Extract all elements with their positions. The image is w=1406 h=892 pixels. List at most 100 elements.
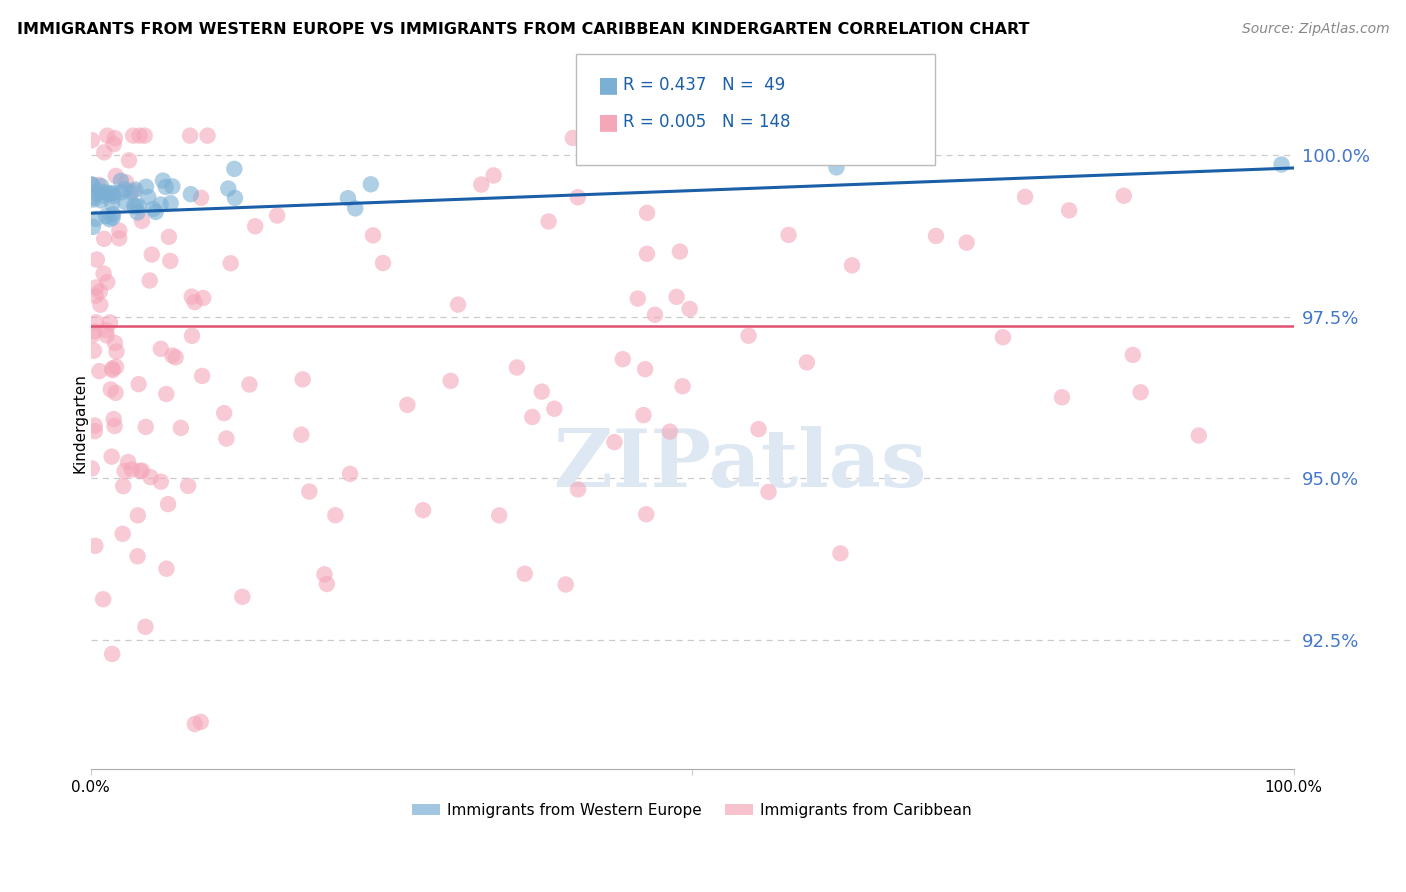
Point: [506, 360, 529, 375]
Point: [371, 256, 394, 270]
Point: [737, 328, 759, 343]
Point: [139, 470, 162, 484]
Point: [665, 290, 688, 304]
Point: [567, 483, 589, 497]
Point: [197, 128, 219, 143]
Point: [101, 207, 124, 221]
Point: [825, 161, 848, 175]
Point: [325, 508, 347, 523]
Point: [344, 202, 367, 216]
Point: [93, 267, 115, 281]
Point: [180, 290, 202, 304]
Point: [96, 275, 118, 289]
Point: [101, 211, 124, 225]
Point: [103, 412, 125, 426]
Point: [212, 406, 235, 420]
Point: [105, 359, 128, 374]
Point: [1122, 348, 1144, 362]
Point: [89, 364, 111, 378]
Point: [841, 258, 863, 272]
Point: [118, 153, 141, 168]
Point: [636, 206, 658, 220]
Point: [339, 467, 361, 481]
Point: [117, 455, 139, 469]
Point: [231, 590, 253, 604]
Point: [224, 191, 246, 205]
Point: [80, 461, 103, 475]
Point: [82, 193, 104, 207]
Text: ZIPatlas: ZIPatlas: [554, 425, 927, 504]
Point: [1188, 428, 1211, 442]
Point: [238, 377, 260, 392]
Point: [159, 196, 181, 211]
Point: [396, 398, 419, 412]
Point: [191, 368, 214, 383]
Point: [543, 401, 565, 416]
Point: [108, 224, 131, 238]
Point: [82, 219, 104, 234]
Point: [87, 178, 110, 192]
Point: [644, 308, 666, 322]
Point: [128, 128, 150, 143]
Point: [91, 592, 114, 607]
Point: [122, 128, 145, 143]
Point: [830, 546, 852, 560]
Point: [314, 567, 336, 582]
Point: [513, 566, 536, 581]
Point: [165, 351, 187, 365]
Point: [103, 137, 125, 152]
Point: [114, 464, 136, 478]
Point: [90, 194, 112, 208]
Text: R = 0.437   N =  49: R = 0.437 N = 49: [623, 76, 785, 94]
Point: [336, 191, 359, 205]
Point: [361, 228, 384, 243]
Point: [180, 187, 202, 202]
Point: [149, 342, 172, 356]
Point: [155, 387, 177, 401]
Point: [100, 186, 122, 201]
Point: [360, 178, 382, 192]
Point: [89, 285, 111, 299]
Point: [162, 349, 184, 363]
Point: [219, 256, 242, 270]
Point: [84, 315, 107, 329]
Point: [84, 211, 107, 226]
Point: [669, 244, 692, 259]
Point: [157, 497, 180, 511]
Point: [135, 179, 157, 194]
Point: [470, 178, 492, 192]
Point: [179, 128, 201, 143]
Point: [89, 298, 111, 312]
Point: [224, 161, 246, 176]
Point: [114, 194, 136, 209]
Point: [142, 202, 165, 216]
Point: [83, 418, 105, 433]
Point: [636, 247, 658, 261]
Point: [627, 292, 650, 306]
Point: [128, 199, 150, 213]
Point: [127, 549, 149, 564]
Point: [447, 297, 470, 311]
Point: [82, 328, 104, 343]
Point: [129, 464, 152, 478]
Point: [80, 178, 103, 192]
Point: [634, 362, 657, 376]
Point: [114, 182, 136, 196]
Point: [1057, 203, 1080, 218]
Point: [482, 169, 505, 183]
Point: [561, 131, 583, 145]
Point: [84, 280, 107, 294]
Text: Source: ZipAtlas.com: Source: ZipAtlas.com: [1241, 22, 1389, 37]
Point: [155, 179, 177, 194]
Point: [122, 199, 145, 213]
Point: [488, 508, 510, 523]
Point: [1014, 190, 1036, 204]
Point: [290, 427, 312, 442]
Point: [138, 273, 160, 287]
Point: [80, 178, 103, 192]
Point: [778, 227, 800, 242]
Point: [110, 174, 132, 188]
Point: [134, 128, 156, 143]
Point: [522, 409, 544, 424]
Point: [636, 508, 658, 522]
